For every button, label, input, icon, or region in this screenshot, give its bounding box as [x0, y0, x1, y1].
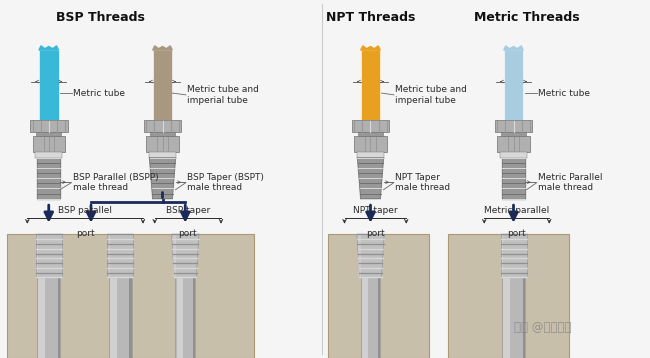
Bar: [358, 234, 361, 277]
Text: port: port: [76, 229, 94, 238]
Bar: [109, 234, 132, 358]
Bar: [6, 234, 254, 358]
Polygon shape: [172, 234, 199, 277]
Bar: [192, 234, 195, 358]
Bar: [378, 234, 380, 358]
Bar: [497, 136, 530, 152]
Text: NPT taper: NPT taper: [353, 206, 398, 215]
Text: Metric parallel: Metric parallel: [484, 206, 549, 215]
Bar: [361, 50, 380, 120]
Bar: [37, 234, 60, 358]
Bar: [357, 152, 384, 158]
Polygon shape: [502, 158, 525, 199]
Polygon shape: [500, 234, 526, 277]
Text: NPT Taper
male thread: NPT Taper male thread: [395, 173, 450, 192]
Polygon shape: [153, 46, 172, 50]
Bar: [503, 234, 510, 358]
Polygon shape: [504, 46, 523, 50]
Bar: [32, 136, 65, 152]
Bar: [358, 132, 383, 137]
Bar: [38, 234, 46, 358]
Bar: [177, 234, 183, 358]
Bar: [504, 50, 523, 120]
Polygon shape: [37, 158, 60, 199]
Bar: [149, 152, 176, 158]
Text: port: port: [179, 229, 197, 238]
Bar: [354, 136, 387, 152]
Bar: [37, 234, 38, 277]
Bar: [173, 234, 176, 277]
Bar: [30, 120, 68, 132]
Polygon shape: [36, 234, 62, 277]
Polygon shape: [39, 46, 58, 50]
Text: NPT Threads: NPT Threads: [326, 11, 415, 24]
Polygon shape: [361, 46, 380, 50]
Text: port: port: [508, 229, 526, 238]
Bar: [153, 50, 172, 120]
Text: BSP parallel: BSP parallel: [58, 206, 112, 215]
Bar: [58, 234, 60, 358]
Polygon shape: [358, 158, 384, 199]
Bar: [448, 234, 569, 358]
Bar: [176, 234, 195, 358]
Bar: [352, 120, 389, 132]
Text: Metric Threads: Metric Threads: [474, 11, 579, 24]
Bar: [110, 234, 117, 358]
Bar: [362, 234, 368, 358]
Bar: [501, 132, 526, 137]
Polygon shape: [107, 234, 133, 277]
Bar: [500, 152, 527, 158]
Text: Metric tube and
imperial tube: Metric tube and imperial tube: [187, 85, 259, 105]
Bar: [502, 234, 503, 277]
Text: BSP Taper (BSPT)
male thread: BSP Taper (BSPT) male thread: [187, 173, 264, 192]
Bar: [129, 234, 132, 358]
Bar: [39, 50, 58, 120]
Text: Metric tube: Metric tube: [73, 88, 125, 98]
Bar: [328, 234, 429, 358]
Bar: [146, 136, 179, 152]
Text: Metric tube and
imperial tube: Metric tube and imperial tube: [395, 85, 467, 105]
Text: port: port: [366, 229, 385, 238]
Text: Metric Parallel
male thread: Metric Parallel male thread: [538, 173, 603, 192]
Bar: [36, 132, 61, 137]
Bar: [502, 234, 525, 358]
Polygon shape: [150, 158, 176, 199]
Bar: [361, 234, 380, 358]
Text: BSP Parallel (BSPP)
male thread: BSP Parallel (BSPP) male thread: [73, 173, 159, 192]
Bar: [150, 132, 175, 137]
Text: Metric tube: Metric tube: [538, 88, 590, 98]
Text: 知乎 @罗罗日记: 知乎 @罗罗日记: [514, 321, 571, 334]
Polygon shape: [357, 234, 384, 277]
Bar: [35, 152, 62, 158]
Bar: [144, 120, 181, 132]
Text: BSP taper: BSP taper: [166, 206, 210, 215]
Bar: [495, 120, 532, 132]
Bar: [109, 234, 110, 277]
Bar: [523, 234, 525, 358]
Text: BSP Threads: BSP Threads: [57, 11, 145, 24]
